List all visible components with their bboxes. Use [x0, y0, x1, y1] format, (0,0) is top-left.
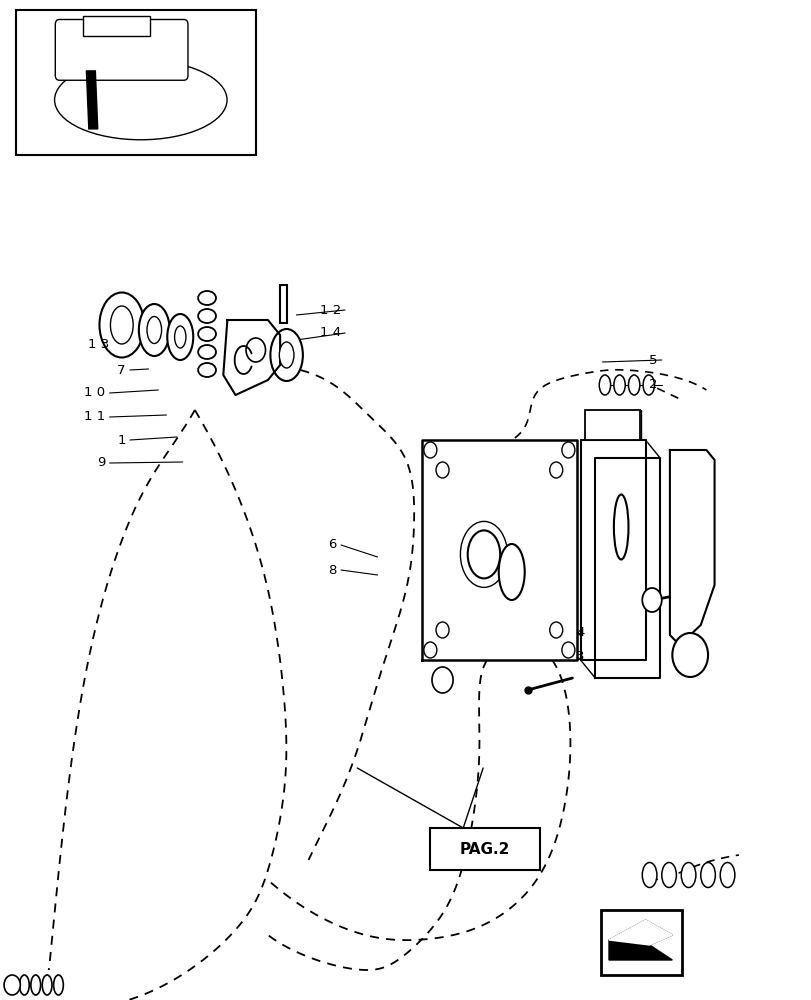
Ellipse shape [700, 862, 714, 888]
Ellipse shape [198, 345, 216, 359]
Circle shape [431, 667, 453, 693]
Ellipse shape [139, 304, 169, 356]
Text: 4: 4 [576, 626, 584, 639]
Ellipse shape [31, 975, 41, 995]
Circle shape [549, 622, 562, 638]
Circle shape [561, 642, 574, 658]
Circle shape [423, 642, 436, 658]
Text: 1 1: 1 1 [84, 410, 105, 424]
Ellipse shape [628, 375, 639, 395]
Ellipse shape [680, 862, 695, 888]
Text: 1 4: 1 4 [320, 326, 341, 340]
Bar [584, 410, 639, 440]
Ellipse shape [279, 342, 294, 368]
Ellipse shape [498, 544, 524, 600]
Circle shape [423, 442, 436, 458]
Polygon shape [594, 458, 659, 678]
Ellipse shape [198, 363, 216, 377]
Circle shape [436, 622, 448, 638]
Text: 2: 2 [649, 378, 657, 391]
Text: 1 3: 1 3 [88, 338, 109, 352]
Ellipse shape [174, 326, 186, 348]
Circle shape [246, 338, 265, 362]
Text: 8: 8 [328, 564, 337, 576]
Polygon shape [422, 440, 576, 660]
Polygon shape [608, 920, 672, 960]
Ellipse shape [54, 975, 63, 995]
Circle shape [672, 633, 707, 677]
Ellipse shape [198, 309, 216, 323]
Bar [600, 910, 681, 975]
Text: 7: 7 [118, 363, 126, 376]
Ellipse shape [460, 521, 507, 587]
Ellipse shape [110, 306, 133, 344]
Text: PAG.2: PAG.2 [459, 842, 510, 856]
Circle shape [549, 462, 562, 478]
Text: 1 0: 1 0 [84, 386, 105, 399]
Ellipse shape [661, 862, 676, 888]
Bar [280, 285, 286, 323]
Polygon shape [608, 920, 672, 945]
Ellipse shape [147, 316, 161, 344]
Ellipse shape [167, 314, 193, 360]
Polygon shape [86, 71, 97, 129]
Text: 9: 9 [97, 456, 105, 470]
Ellipse shape [613, 375, 624, 395]
Circle shape [4, 975, 20, 995]
Text: 6: 6 [328, 538, 337, 552]
Ellipse shape [613, 494, 628, 560]
Circle shape [642, 588, 661, 612]
Text: 5: 5 [649, 354, 657, 366]
Text: 1: 1 [118, 434, 126, 446]
Polygon shape [223, 320, 280, 395]
Text: 1 2: 1 2 [320, 304, 341, 316]
Ellipse shape [198, 327, 216, 341]
Ellipse shape [99, 292, 144, 358]
Circle shape [561, 442, 574, 458]
Bar [84, 16, 150, 36]
Ellipse shape [642, 862, 656, 888]
Ellipse shape [198, 291, 216, 305]
Circle shape [436, 462, 448, 478]
FancyBboxPatch shape [55, 20, 187, 80]
Ellipse shape [19, 975, 29, 995]
Bar [16, 10, 255, 155]
Polygon shape [669, 450, 714, 645]
Ellipse shape [599, 375, 610, 395]
Ellipse shape [719, 862, 734, 888]
Text: 3: 3 [576, 650, 584, 664]
Ellipse shape [270, 329, 303, 381]
Ellipse shape [642, 375, 654, 395]
Polygon shape [580, 440, 645, 660]
FancyBboxPatch shape [430, 828, 539, 870]
Ellipse shape [42, 975, 52, 995]
Ellipse shape [467, 530, 500, 578]
